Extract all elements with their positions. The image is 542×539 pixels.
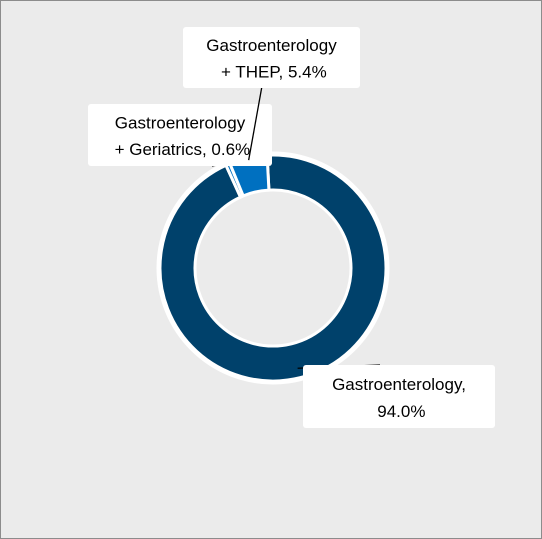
label-box: [303, 365, 495, 428]
donut-outline: [156, 151, 390, 385]
data-label: Gastroenterology + Geriatrics, 0.6%: [110, 114, 250, 160]
data-label: Gastroenterology, 94.0%: [332, 375, 466, 421]
label-line: + Geriatrics, 0.6%: [110, 141, 250, 160]
label-line: Gastroenterology: [115, 114, 246, 133]
label-line: 94.0%: [373, 402, 426, 421]
label-line: Gastroenterology,: [332, 375, 466, 394]
label-box: [183, 27, 360, 88]
data-label: Gastroenterology + THEP, 5.4%: [206, 37, 337, 82]
label-box: [88, 104, 272, 166]
leader-line: [248, 85, 263, 161]
donut-slice: [158, 153, 388, 383]
label-line: + THEP, 5.4%: [216, 63, 326, 82]
label-line: Gastroenterology: [206, 37, 337, 56]
